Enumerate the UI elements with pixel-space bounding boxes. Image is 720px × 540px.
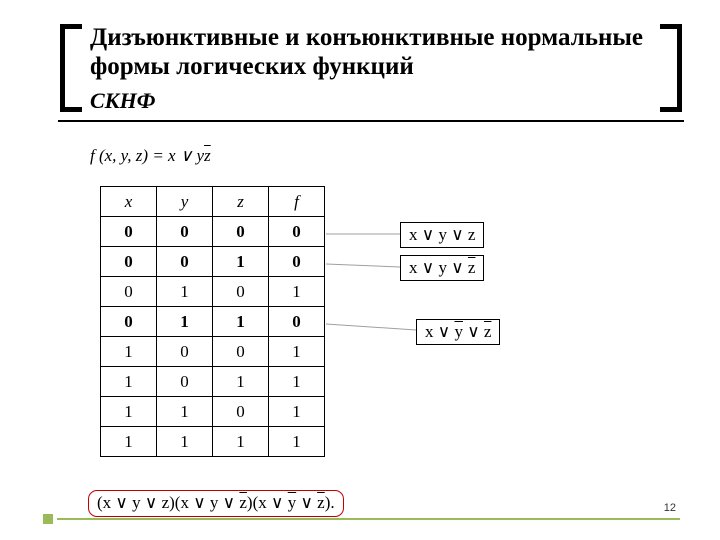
table-cell: 0 [213,397,269,427]
table-cell: 0 [269,307,325,337]
table-cell: 0 [157,337,213,367]
slide-title: Дизъюнктивные и конъюнктивные нормальные… [90,24,648,82]
formula-y: y [197,146,205,165]
table-cell: 1 [213,307,269,337]
function-definition: f (x, y, z) = x ∨ yz [90,146,211,166]
table-cell: 0 [101,217,157,247]
clause-box-2: x ∨ y ∨ z [400,255,484,281]
table-cell: 0 [101,307,157,337]
slide: Дизъюнктивные и конъюнктивные нормальные… [0,0,720,540]
table-row: 0101 [101,277,325,307]
slide-subtitle: СКНФ [90,88,648,120]
table-cell: 1 [101,427,157,457]
page-number: 12 [664,502,676,514]
table-row: 1111 [101,427,325,457]
clause-box-1: x ∨ y ∨ z [400,222,484,248]
table-row: 0110 [101,307,325,337]
table-cell: 1 [157,307,213,337]
table-cell: 0 [157,217,213,247]
table-cell: 1 [157,397,213,427]
table-row: 0000 [101,217,325,247]
title-bracket-right [660,24,682,112]
formula-x: x [168,146,176,165]
table-cell: 1 [101,337,157,367]
table-cell: 0 [213,337,269,367]
table-row: 1011 [101,367,325,397]
footer-accent-rule [57,518,680,520]
title-underline [58,120,684,122]
table-cell: 1 [157,427,213,457]
table-row: 1001 [101,337,325,367]
truth-table: x y z f 00000010010101101001101111011111 [100,186,325,457]
col-x: x [101,187,157,217]
table-cell: 1 [157,277,213,307]
table-cell: 1 [213,367,269,397]
table-cell: 0 [157,247,213,277]
table-cell: 0 [157,367,213,397]
table-cell: 1 [269,427,325,457]
col-y: y [157,187,213,217]
table-cell: 0 [213,277,269,307]
table-cell: 1 [101,397,157,427]
col-z: z [213,187,269,217]
table-cell: 1 [269,367,325,397]
table-row: 0010 [101,247,325,277]
clause-box-3: x ∨ y ∨ z [416,319,500,345]
table-cell: 0 [269,247,325,277]
result-formula: (x ∨ y ∨ z)(x ∨ y ∨ z)(x ∨ y ∨ z). [88,490,344,517]
table-header-row: x y z f [101,187,325,217]
table-cell: 1 [101,367,157,397]
table-cell: 1 [213,247,269,277]
table-cell: 0 [213,217,269,247]
table-cell: 0 [101,247,157,277]
table-row: 1101 [101,397,325,427]
footer-accent-square [43,514,53,524]
table-cell: 0 [101,277,157,307]
table-cell: 1 [269,337,325,367]
table-cell: 1 [269,277,325,307]
table-cell: 1 [269,397,325,427]
table-cell: 0 [269,217,325,247]
title-bracket-left [60,24,82,112]
formula-zbar: z [204,146,211,165]
formula-lhs: f (x, y, z) = [90,146,168,165]
col-f: f [269,187,325,217]
title-block: Дизъюнктивные и конъюнктивные нормальные… [90,24,648,120]
table-cell: 1 [213,427,269,457]
